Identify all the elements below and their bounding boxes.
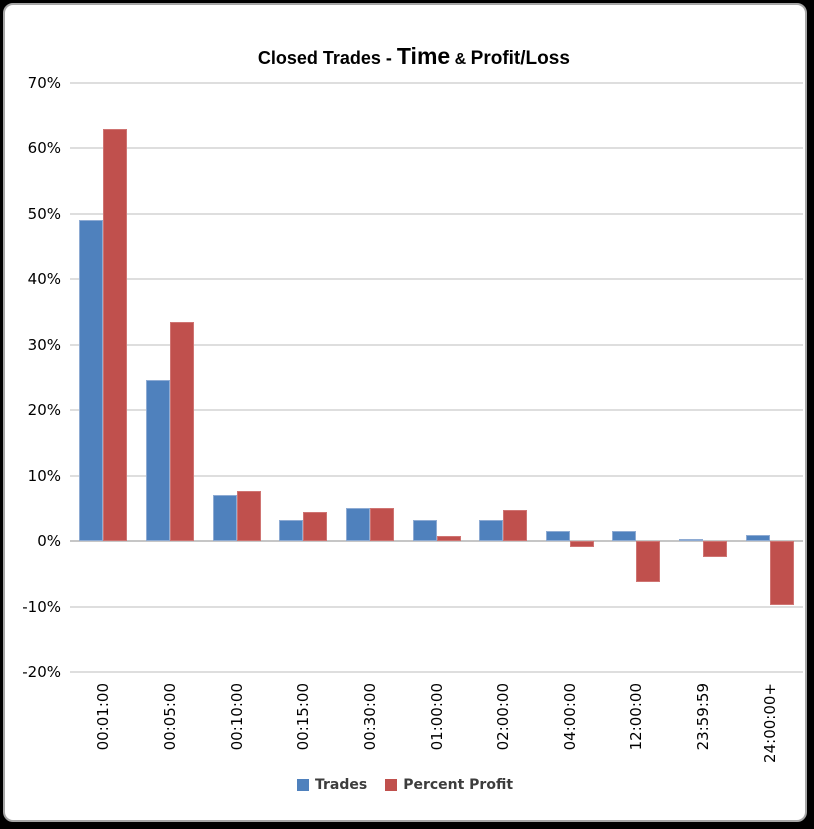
y-tick-label: 40% [27,270,61,289]
bar-trades-00-15-00 [279,519,304,542]
y-tick-label: 20% [27,401,61,420]
legend-item-trades: Trades [296,777,368,793]
percent-profit-legend-swatch [385,779,398,791]
bar-percent-profit-00-05-00 [170,321,194,542]
bar-percent-profit-00-15-00 [303,512,328,542]
legend-item-percent-profit: Percent Profit [385,777,513,793]
bar-trades-00-10-00 [212,495,237,542]
gridline [70,212,803,215]
bar-trades-02-00-00 [479,519,504,542]
chart-panel: Closed Trades - Time & Profit/Loss 70% 60… [3,3,807,822]
bar-trades-00-01-00 [79,220,104,542]
y-tick-label: -10% [22,597,61,616]
x-tick-label: 12:00:00 [627,683,646,751]
bar-percent-profit-04-00-00 [569,541,594,547]
x-tick-label: 04:00:00 [560,683,579,751]
x-tick-label: 00:10:00 [227,683,246,751]
legend: Trades Percent Profit [5,777,805,793]
bar-trades-00-05-00 [146,380,170,542]
gridline [70,474,803,477]
y-tick-label: -20% [22,663,61,681]
chart-title-segment: Profit/Loss [470,48,570,69]
x-tick-label: 24:00:00+ [760,683,779,763]
bar-percent-profit-02-00-00 [503,509,528,542]
x-tick-label: 00:15:00 [294,683,313,751]
plot-area [70,82,803,673]
gridline [70,409,803,412]
bar-percent-profit-00-10-00 [236,491,261,542]
bar-percent-profit-01-00-00 [436,535,461,542]
bar-percent-profit-24-00-00- [769,541,794,605]
y-tick-label: 0% [37,532,61,551]
bar-trades-24-00-00- [745,535,770,542]
x-tick-label: 02:00:00 [494,683,513,751]
gridline [70,343,803,346]
bar-trades-23-59-59 [679,538,703,542]
x-tick-label: 01:00:00 [427,683,446,751]
bar-trades-04-00-00 [545,530,570,542]
y-tick-label: 70% [27,74,61,92]
bar-percent-profit-00-01-00 [103,128,128,542]
x-tick-label: 00:05:00 [161,683,179,751]
bar-percent-profit-23-59-59 [703,541,727,558]
gridline [70,671,803,673]
bar-trades-12-00-00 [612,531,637,542]
zero-gridline [70,540,803,543]
gridline [70,82,803,84]
x-tick-label: 00:01:00 [94,683,113,751]
trades-legend-swatch [296,779,309,791]
bar-trades-00-30-00 [345,507,370,542]
trades-legend-label: Trades [314,777,368,793]
bar-trades-01-00-00 [412,519,437,542]
gridline [70,278,803,281]
x-axis-labels: 00:01:00 00:05:00 00:10:00 00:15:00 00:30:00… [70,683,803,778]
x-tick-label: 23:59:59 [694,683,712,751]
bar-percent-profit-12-00-00 [636,541,661,583]
bar-percent-profit-00-30-00 [369,507,394,542]
y-tick-label: 30% [27,335,61,354]
x-tick-label: 00:30:00 [360,683,379,751]
y-tick-label: 10% [27,466,61,485]
chart-title-segment: & [450,51,471,68]
y-axis-labels: 70% 60% 50% 40% 30% 20% 10% 0% -10% -20% [5,74,61,681]
y-tick-label: 50% [27,204,61,223]
chart-title-segment: Closed Trades - [257,48,397,68]
chart-title-segment: Time [396,43,451,69]
gridline [70,605,803,608]
chart-title: Closed Trades - Time & Profit/Loss [5,25,805,88]
gridline [70,147,803,150]
y-tick-label: 60% [27,139,61,158]
percent-profit-legend-label: Percent Profit [403,777,514,793]
